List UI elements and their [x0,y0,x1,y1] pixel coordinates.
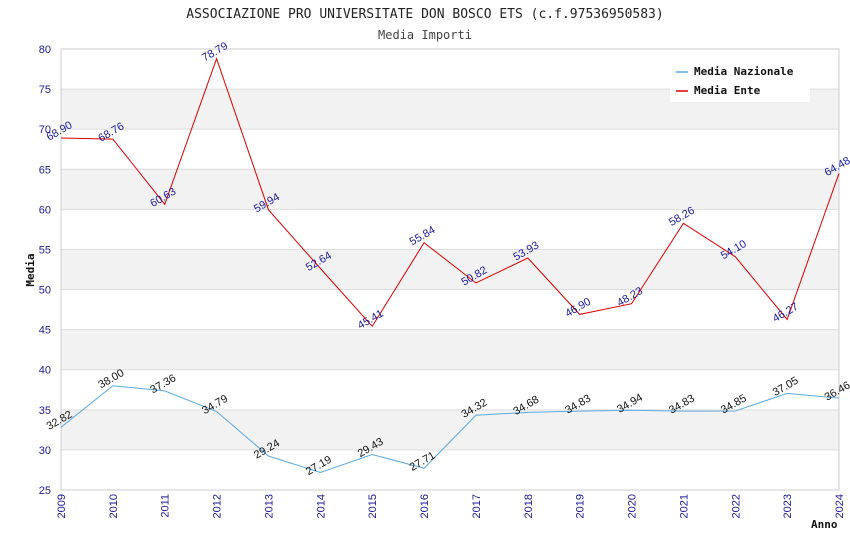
chart-title: ASSOCIAZIONE PRO UNIVERSITATE DON BOSCO … [186,7,663,22]
x-tick-label: 2022 [730,494,742,518]
y-tick-label: 30 [39,445,51,457]
y-tick-label: 55 [39,244,51,256]
y-tick-label: 50 [39,285,51,297]
x-tick-label: 2017 [471,494,483,518]
y-tick-label: 70 [39,124,51,136]
y-tick-label: 65 [39,164,51,176]
x-tick-label: 2020 [627,494,639,518]
x-tick-label: 2023 [782,494,794,518]
chart-subtitle: Media Importi [378,28,472,42]
y-tick-label: 75 [39,84,51,96]
legend: Media Nazionale Media Ente [670,60,810,102]
y-tick-label: 35 [39,405,51,417]
x-axis-label: Anno [811,518,838,531]
grid-band [61,369,839,410]
legend-background [670,60,810,102]
grid-band [61,129,839,170]
x-tick-label: 2024 [834,494,846,518]
y-tick-label: 60 [39,204,51,216]
series-line-media-nazionale [60,385,840,473]
x-tick-labels: 2009 2010 2011 2012 2013 2014 2015 2016 2017 2018… [56,494,846,518]
grid-band [61,409,839,450]
plot-border [60,48,840,491]
x-tick-label: 2021 [678,494,690,518]
grid-bands [61,49,839,490]
grid-band [61,329,839,370]
y-tick-labels: 25 30 35 40 45 50 55 60 65 70 75 80 [39,44,51,497]
x-tick-label: 2010 [108,494,120,518]
legend-label-media-ente: Media Ente [694,84,761,97]
grid-band [61,209,839,250]
grid-band [61,169,839,210]
series-line-media-ente [60,57,840,328]
x-tick-label: 2014 [315,494,327,518]
y-tick-label: 80 [39,44,51,56]
grid-band [61,289,839,330]
x-tick-label: 2015 [367,494,379,518]
y-tick-label: 40 [39,365,51,377]
x-tick-label: 2019 [575,494,587,518]
y-tick-label: 25 [39,485,51,497]
legend-label-media-nazionale: Media Nazionale [694,65,794,78]
grid-band [61,449,839,490]
x-tick-label: 2013 [263,494,275,518]
y-tick-label: 45 [39,325,51,337]
x-tick-label: 2016 [419,494,431,518]
x-tick-label: 2018 [523,494,535,518]
x-tick-label: 2009 [56,494,68,518]
x-tick-label: 2011 [160,494,172,518]
x-tick-label: 2012 [212,494,224,518]
y-axis-label: Media [24,253,37,286]
grid-band [61,249,839,290]
